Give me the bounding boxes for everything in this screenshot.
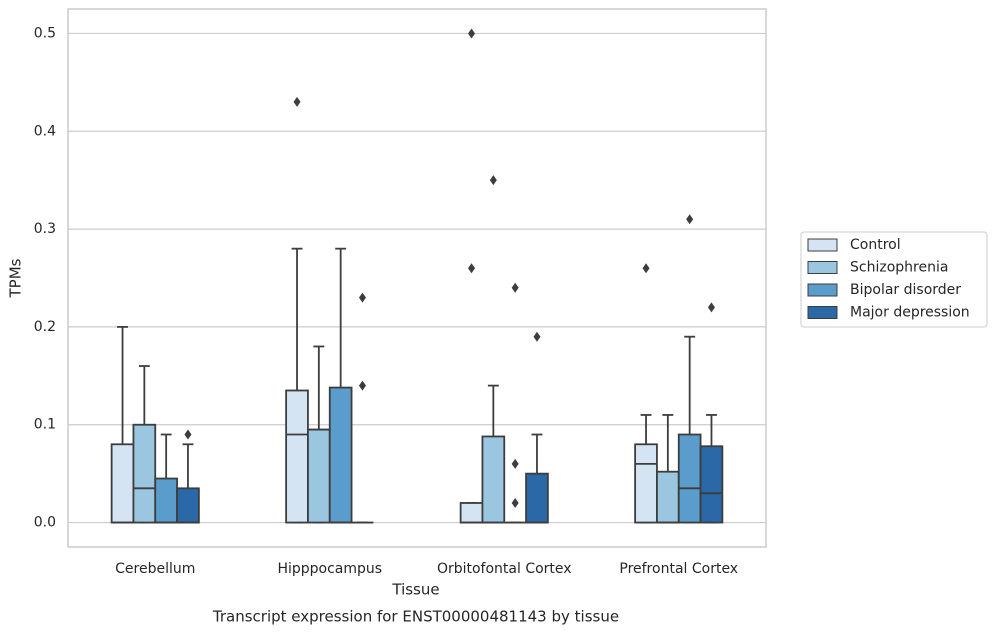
y-tick-label: 0.4 bbox=[34, 123, 56, 139]
outlier bbox=[707, 302, 715, 313]
outlier bbox=[358, 292, 366, 303]
legend-swatch bbox=[807, 261, 838, 274]
legend-label: Bipolar disorder bbox=[850, 282, 961, 298]
box bbox=[459, 502, 484, 524]
outlier bbox=[686, 214, 694, 225]
box bbox=[176, 487, 200, 524]
box bbox=[656, 470, 680, 524]
outlier bbox=[468, 28, 476, 39]
box bbox=[634, 443, 658, 524]
y-tick-label: 0.5 bbox=[34, 25, 56, 41]
y-axis-label: TPMs bbox=[7, 258, 25, 298]
box bbox=[132, 423, 157, 524]
outlier bbox=[511, 497, 519, 508]
box bbox=[154, 477, 178, 524]
x-axis-label: Tissue bbox=[391, 581, 439, 599]
outlier bbox=[511, 458, 519, 469]
legend-swatch bbox=[807, 306, 838, 319]
box bbox=[328, 386, 353, 524]
legend-label: Major depression bbox=[850, 305, 970, 321]
x-tick-label: Prefrontal Cortex bbox=[619, 561, 738, 577]
x-tick-label: Hipppocampus bbox=[277, 561, 382, 577]
x-tick-label: Orbitofontal Cortex bbox=[437, 561, 572, 577]
box bbox=[307, 428, 331, 524]
outlier bbox=[358, 380, 366, 391]
box bbox=[699, 445, 724, 524]
box bbox=[525, 472, 549, 524]
box bbox=[677, 433, 702, 524]
legend-swatch bbox=[807, 238, 838, 252]
outlier bbox=[293, 96, 301, 107]
y-tick-label: 0.3 bbox=[34, 221, 56, 237]
y-tick-label: 0.2 bbox=[34, 319, 56, 335]
x-tick-label: Cerebellum bbox=[115, 561, 195, 577]
legend-frame bbox=[800, 231, 988, 328]
outlier bbox=[511, 282, 519, 293]
outlier bbox=[533, 331, 541, 342]
chart-title: Transcript expression for ENST0000048114… bbox=[212, 608, 619, 626]
outlier bbox=[642, 263, 650, 274]
legend-label: Control bbox=[850, 237, 901, 253]
box bbox=[285, 389, 309, 524]
box bbox=[481, 435, 506, 524]
y-tick-label: 0.1 bbox=[34, 417, 56, 433]
legend-swatch bbox=[807, 283, 838, 297]
plot-area bbox=[67, 8, 767, 548]
legend-label: Schizophrenia bbox=[850, 260, 948, 276]
outlier bbox=[468, 263, 476, 274]
box bbox=[110, 443, 135, 524]
outlier bbox=[184, 429, 192, 440]
y-tick-label: 0.0 bbox=[34, 515, 56, 531]
outlier bbox=[489, 175, 497, 186]
